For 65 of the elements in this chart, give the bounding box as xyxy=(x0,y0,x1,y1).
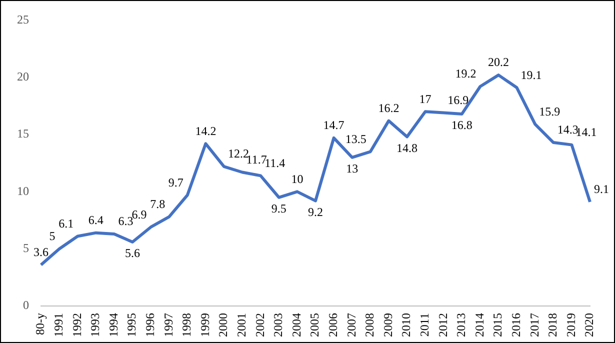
data-label: 17 xyxy=(419,92,432,106)
y-tick-label: 0 xyxy=(23,298,29,312)
x-tick-label: 2011 xyxy=(417,313,432,337)
data-label: 19.1 xyxy=(520,68,542,82)
x-tick-label: 2001 xyxy=(234,313,248,337)
data-label: 5.6 xyxy=(125,246,140,260)
data-label: 10 xyxy=(291,172,304,186)
data-label: 6.4 xyxy=(88,212,104,227)
data-label: 13 xyxy=(346,162,358,176)
x-tick-label: 2007 xyxy=(344,313,358,337)
x-tick-label: 1992 xyxy=(70,313,84,337)
x-tick-label: 2009 xyxy=(380,313,395,337)
x-tick-label: 1994 xyxy=(106,313,120,337)
x-tick-label: 1998 xyxy=(180,313,194,337)
data-label: 14.7 xyxy=(323,118,344,132)
x-tick-label: 2002 xyxy=(252,313,267,337)
x-tick-label: 1991 xyxy=(51,313,66,337)
data-label: 14.8 xyxy=(396,140,418,155)
y-tick-label: 15 xyxy=(17,126,29,141)
y-tick-label: 5 xyxy=(23,240,29,255)
x-tick-label: 2020 xyxy=(582,313,596,337)
x-tick-label: 2018 xyxy=(546,313,560,337)
data-label: 16.8 xyxy=(451,118,472,132)
x-tick-label: 1999 xyxy=(198,313,212,337)
data-label: 12.2 xyxy=(228,146,249,161)
data-label: 9.1 xyxy=(594,182,609,196)
x-tick-label: 2004 xyxy=(289,313,304,337)
x-tick-label: 2010 xyxy=(399,313,414,337)
data-label: 14.2 xyxy=(195,124,216,138)
data-label: 16.2 xyxy=(378,100,400,115)
data-label: 9.7 xyxy=(168,175,184,190)
data-label: 6.1 xyxy=(58,216,74,230)
data-label: 5 xyxy=(49,228,56,243)
x-tick-label: 2005 xyxy=(308,313,322,337)
x-tick-label: 2008 xyxy=(362,313,377,337)
x-tick-label: 1996 xyxy=(142,313,157,337)
x-tick-label: 80-y xyxy=(33,313,48,335)
data-label: 19.2 xyxy=(455,66,476,81)
x-tick-label: 2000 xyxy=(216,313,230,337)
y-tick-label: 20 xyxy=(17,70,29,84)
x-tick-label: 2003 xyxy=(271,313,286,337)
data-label: 20.2 xyxy=(488,55,509,70)
data-label: 14.3 xyxy=(557,122,578,137)
x-tick-label: 2006 xyxy=(326,313,340,337)
data-label: 3.6 xyxy=(34,245,48,259)
x-tick-label: 2012 xyxy=(436,313,450,337)
x-tick-label: 1993 xyxy=(88,313,102,337)
x-tick-label: 1995 xyxy=(124,313,139,337)
y-tick-label: 10 xyxy=(17,184,29,198)
data-label: 9.2 xyxy=(308,204,323,219)
x-tick-label: 2016 xyxy=(508,313,523,337)
x-tick-label: 2017 xyxy=(527,313,542,337)
x-tick-label: 1997 xyxy=(161,313,176,337)
data-label: 16.9 xyxy=(448,92,469,107)
data-label: 15.9 xyxy=(539,104,560,118)
data-label: 13.5 xyxy=(345,132,366,146)
data-label: 6.9 xyxy=(132,207,147,222)
data-label: 7.8 xyxy=(150,196,166,211)
x-tick-label: 2013 xyxy=(454,313,468,337)
x-tick-label: 2014 xyxy=(472,313,486,337)
data-label: 9.5 xyxy=(271,202,286,216)
x-tick-label: 2019 xyxy=(564,313,578,337)
x-tick-label: 2015 xyxy=(490,313,505,337)
y-tick-label: 25 xyxy=(17,12,29,26)
data-label: 6.3 xyxy=(118,214,134,228)
